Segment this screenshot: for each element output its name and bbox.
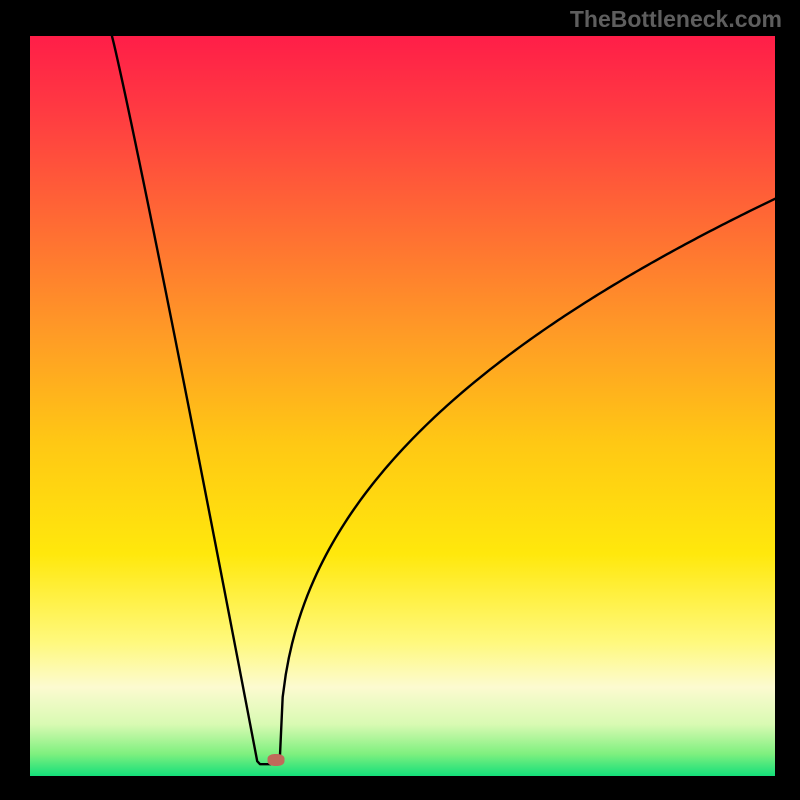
bottleneck-curve (30, 36, 775, 776)
watermark-text: TheBottleneck.com (570, 6, 782, 33)
chart-frame: TheBottleneck.com (0, 0, 800, 800)
optimal-point-marker (267, 754, 284, 766)
plot-area (30, 36, 775, 776)
